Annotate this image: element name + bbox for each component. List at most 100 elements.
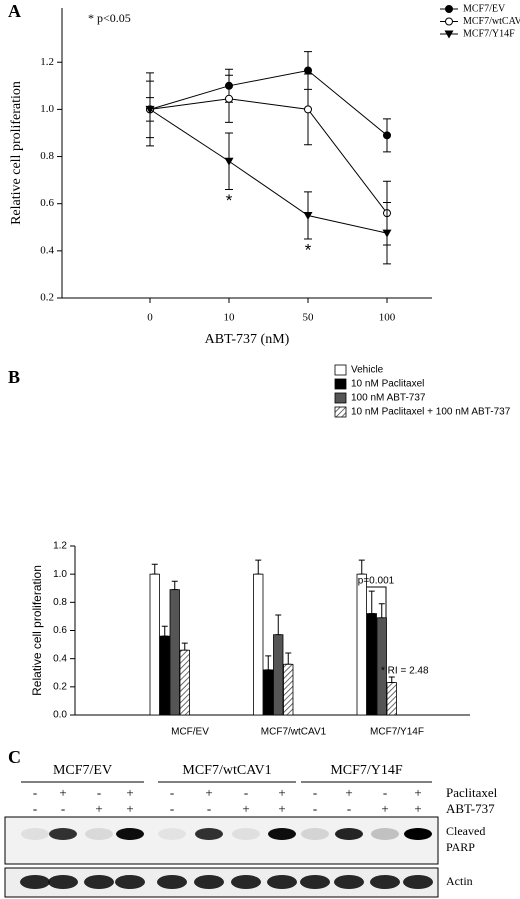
parp-band [195, 828, 223, 840]
error-bar [358, 559, 365, 575]
sign: + [414, 785, 421, 800]
marker [383, 131, 391, 140]
bar [273, 634, 284, 716]
bar [169, 589, 180, 716]
sign: - [33, 801, 37, 816]
y-tick-label: 0.8 [40, 150, 54, 162]
parp-band [268, 828, 296, 840]
bar [179, 649, 190, 716]
x-tick-label: 10 [224, 312, 236, 324]
legend-label: 100 nM ABT-737 [351, 393, 426, 404]
actin-band [370, 875, 400, 889]
sign: + [205, 785, 212, 800]
sign: + [59, 785, 66, 800]
error-bar [388, 676, 395, 684]
y-axis-label: Relative cell proliferation [9, 81, 24, 225]
actin-band [267, 875, 297, 889]
actin-band [48, 875, 78, 889]
y-tick-label: 0.6 [53, 625, 67, 636]
marker [445, 17, 453, 26]
sign: - [347, 801, 351, 816]
sign: - [170, 801, 174, 816]
row-label: Paclitaxel [446, 785, 498, 800]
parp-band [371, 828, 399, 840]
legend-swatch [334, 406, 347, 418]
series-line [149, 69, 388, 136]
parp-band [301, 828, 329, 840]
parp-band [232, 828, 260, 840]
bar [376, 617, 387, 716]
parp-band [116, 828, 144, 840]
sign: - [97, 785, 101, 800]
sign: + [414, 801, 421, 816]
legend-label: MCF7/EV [463, 3, 506, 14]
y-tick-label: 0.0 [53, 710, 67, 721]
actin-band [157, 875, 187, 889]
panel-label: B [8, 367, 20, 387]
note: * p<0.05 [88, 11, 131, 25]
marker [224, 157, 234, 166]
bar [366, 613, 377, 716]
group-label: MCF7/EV [53, 763, 112, 778]
sign: - [244, 785, 248, 800]
error-bar [181, 642, 188, 651]
sign: + [278, 801, 285, 816]
sign: - [383, 785, 387, 800]
significance: * [226, 191, 233, 210]
y-axis-label: Relative cell proliferation [30, 565, 44, 696]
sign: + [126, 801, 133, 816]
marker [382, 229, 392, 238]
y-tick-label: 1.0 [40, 103, 54, 115]
marker [145, 105, 155, 114]
bar [386, 682, 397, 716]
y-tick-label: 1.2 [53, 541, 67, 552]
bar [253, 573, 264, 716]
legend-swatch [334, 364, 347, 376]
error-bar [151, 563, 158, 575]
legend-label: MCF7/wtCAV1 [463, 16, 520, 27]
band-label: Actin [446, 874, 473, 888]
legend-label: 10 nM Paclitaxel [351, 379, 424, 390]
error-bar [275, 614, 282, 636]
y-tick-label: 0.2 [40, 292, 54, 304]
series-line [149, 98, 388, 214]
error-bar [368, 590, 375, 615]
group-label: MCF7/Y14F [330, 763, 403, 778]
sign: + [126, 785, 133, 800]
sign: + [242, 801, 249, 816]
actin-band [20, 875, 50, 889]
error-bar [378, 603, 385, 619]
parp-band [85, 828, 113, 840]
x-tick-label: MCF/EV [171, 727, 209, 738]
marker [445, 5, 453, 13]
sign: + [95, 801, 102, 816]
sign: + [278, 785, 285, 800]
significance: * [305, 241, 312, 260]
legend-label: 10 nM Paclitaxel + 100 nM ABT-737 [351, 407, 511, 418]
y-tick-label: 1.0 [53, 569, 67, 580]
legend-swatch [334, 378, 347, 390]
band-label: Cleaved [446, 824, 485, 838]
x-tick-label: 100 [379, 312, 396, 324]
parp-band [21, 828, 49, 840]
y-tick-label: 0.2 [53, 681, 67, 692]
actin-band [334, 875, 364, 889]
legend-swatch [334, 392, 347, 404]
y-tick-label: 0.6 [40, 197, 54, 209]
x-tick-label: MCF7/Y14F [370, 727, 424, 738]
sign: - [313, 801, 317, 816]
group-label: MCF7/wtCAV1 [182, 763, 271, 778]
y-tick-label: 0.8 [53, 597, 67, 608]
sign: - [33, 785, 37, 800]
legend-label: MCF7/Y14F [463, 28, 515, 39]
sign: - [61, 801, 65, 816]
sign: - [170, 785, 174, 800]
bar [356, 573, 367, 716]
blot-frame [4, 816, 439, 865]
panel-label: C [8, 747, 21, 767]
parp-band [335, 828, 363, 840]
bracket [366, 586, 387, 618]
error-bar [285, 652, 292, 665]
marker [304, 66, 312, 75]
actin-band [194, 875, 224, 889]
